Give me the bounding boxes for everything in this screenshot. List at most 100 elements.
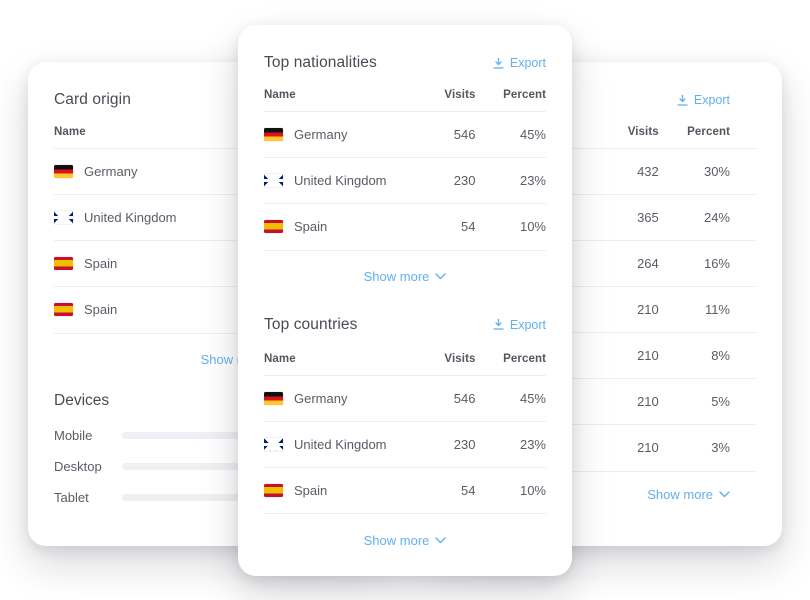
card-right-header: Export — [432, 80, 756, 120]
device-progress-track — [122, 431, 352, 439]
show-more-label: Show more — [363, 269, 430, 284]
name-with-flag: Spain — [264, 483, 405, 498]
cell-visits: 546 — [405, 111, 476, 158]
table-row[interactable]: Spain 54 10% — [264, 203, 546, 250]
row-name-label: United Kingdom — [84, 210, 177, 225]
cell-percent: 10% — [475, 203, 546, 250]
export-button-right[interactable]: Export — [676, 93, 730, 107]
download-icon — [493, 318, 504, 330]
name-with-flag: Germany — [264, 127, 405, 142]
es-flag-icon — [54, 257, 73, 270]
cell-name: United Kingdom — [264, 157, 405, 204]
device-row: Desktop — [54, 451, 352, 482]
download-icon — [493, 57, 504, 69]
chevron-down-icon — [719, 491, 730, 498]
name-with-flag: United Kingdom — [264, 173, 405, 188]
table-row[interactable]: United Kingdom 230 23% — [264, 420, 546, 467]
es-flag-icon — [54, 303, 73, 317]
row-name-label: Spain — [84, 256, 118, 271]
cell-percent: 16% — [658, 240, 756, 287]
top-nationalities-title: Top nationalities — [264, 54, 377, 71]
top-countries-header: Top countries Export — [264, 303, 546, 347]
row-name-label: Spain — [84, 302, 118, 318]
name-with-flag: Germany — [264, 391, 405, 406]
devices-title: Devices — [54, 391, 110, 409]
device-progress-track — [122, 493, 352, 501]
cell-name: Germany — [54, 148, 239, 195]
es-flag-icon — [264, 220, 283, 234]
de-flag-icon — [54, 165, 73, 178]
cell-percent: 11% — [658, 286, 756, 333]
export-label: Export — [509, 56, 546, 70]
export-button-countries[interactable]: Export — [492, 318, 546, 332]
show-more-button-right[interactable]: Show more — [432, 472, 756, 518]
cell-visits: 264 — [561, 240, 659, 287]
gb-flag-icon — [264, 437, 283, 451]
cell-visits: 210 — [561, 332, 659, 379]
top-countries-table: Name Visits Percent Germany 546 45% United … — [264, 347, 546, 513]
export-button-nationalities[interactable]: Export — [492, 56, 546, 70]
card-right-showmore-divider: Show more — [432, 470, 756, 518]
gb-flag-icon — [264, 174, 283, 187]
cell-name: Spain — [54, 240, 239, 287]
top-nationalities-table: Name Visits Percent Germany 546 45% United … — [264, 83, 546, 250]
table-row[interactable]: Spain 54 10% — [264, 466, 546, 513]
cell-visits: 432 — [561, 148, 659, 195]
cell-name: Germany — [264, 374, 405, 421]
column-header-percent: Percent — [687, 126, 730, 138]
name-with-flag: United Kingdom — [54, 210, 239, 225]
show-more-button-nationalities[interactable]: Show more — [264, 251, 546, 303]
column-header-visits: Visits — [627, 126, 659, 138]
cell-percent: 3% — [658, 424, 756, 471]
name-with-flag: United Kingdom — [264, 437, 405, 452]
cell-name: United Kingdom — [54, 194, 239, 241]
cell-percent: 24% — [658, 194, 756, 241]
export-label: Export — [509, 317, 546, 332]
cell-visits: 210 — [561, 286, 659, 333]
row-name-label: United Kingdom — [294, 173, 387, 188]
column-header-name: Name — [264, 89, 296, 101]
column-header-percent: Percent — [503, 352, 546, 365]
page-title: Card origin — [54, 91, 131, 108]
card-origin-header: Card origin — [54, 80, 352, 120]
top-countries-title: Top countries — [264, 315, 358, 333]
column-header-percent: Percent — [503, 89, 546, 101]
row-name-label: United Kingdom — [294, 436, 387, 452]
device-progress-track — [122, 462, 352, 470]
table-row[interactable]: Germany 546 45% — [264, 374, 546, 421]
device-row: Mobile — [54, 420, 352, 451]
cell-name: Germany — [264, 111, 405, 158]
name-with-flag: Spain — [264, 219, 405, 234]
row-name-label: Germany — [294, 127, 348, 142]
card-middle-panel: Top nationalities Export Name Visits Per… — [238, 25, 572, 576]
cell-percent: 5% — [658, 378, 756, 425]
cell-visits: 546 — [405, 374, 476, 421]
show-more-button-countries[interactable]: Show more — [264, 514, 546, 566]
cell-visits: 230 — [405, 420, 476, 467]
cell-percent: 30% — [658, 148, 756, 195]
name-with-flag: Germany — [54, 164, 239, 179]
nationalities-showmore-divider: Show more — [264, 249, 546, 303]
top-nationalities-header: Top nationalities Export — [264, 43, 546, 83]
row-name-label: Spain — [294, 482, 328, 498]
table-header-row: Visits Percent — [432, 120, 756, 149]
show-more-label: Show more — [647, 487, 713, 502]
de-flag-icon — [264, 391, 283, 405]
column-header-name: Name — [264, 352, 296, 365]
cell-name: Spain — [264, 466, 405, 513]
gb-flag-icon — [54, 211, 73, 224]
countries-showmore-divider: Show more — [264, 513, 546, 566]
table-header-row: Name Visits Percent — [264, 83, 546, 112]
cell-visits: 54 — [405, 466, 476, 513]
name-with-flag: Spain — [54, 256, 239, 271]
download-icon — [677, 94, 688, 106]
table-header-row: Name Visits Percent — [264, 347, 546, 376]
cell-visits: 365 — [561, 194, 659, 241]
row-name-label: Germany — [294, 390, 348, 406]
table-row[interactable]: Germany 546 45% — [264, 111, 546, 158]
chevron-down-icon — [435, 536, 447, 543]
table-row[interactable]: United Kingdom 230 23% — [264, 157, 546, 204]
row-name-label: Germany — [84, 164, 138, 179]
cell-visits: 54 — [405, 203, 476, 250]
